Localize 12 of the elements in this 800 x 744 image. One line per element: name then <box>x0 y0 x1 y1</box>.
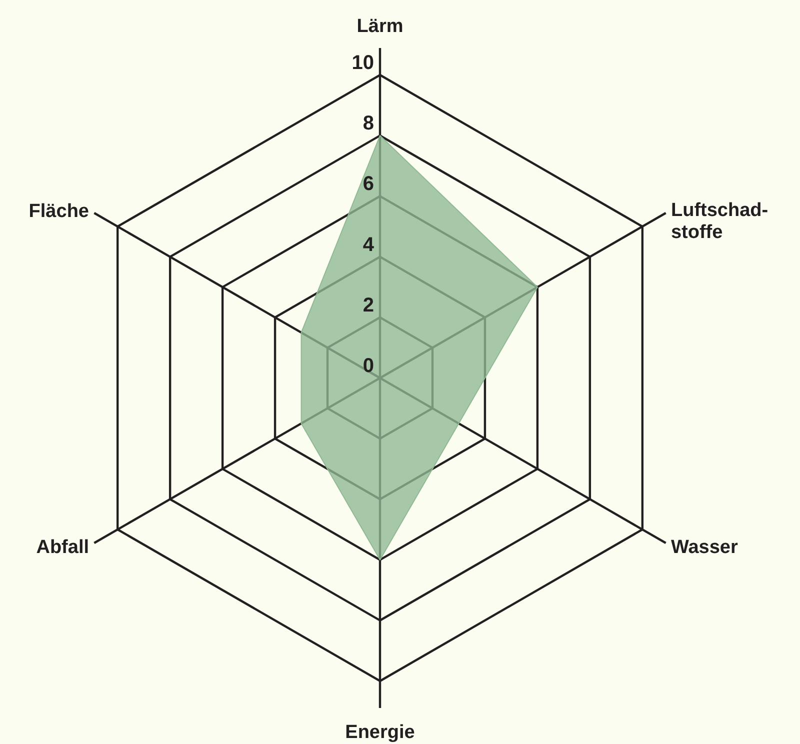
spoke-label: Wasser <box>670 537 738 558</box>
spoke-label: Abfall <box>36 537 90 558</box>
y-tick-label: 10 <box>352 52 374 74</box>
y-tick-label: 6 <box>362 173 374 196</box>
spoke-label: Lärm <box>356 16 404 37</box>
spoke-label: Luftschad-stoffe <box>670 200 768 243</box>
y-tick-label: 2 <box>362 294 374 316</box>
y-tick-label: 4 <box>362 234 375 256</box>
spoke-label: Fläche <box>28 201 90 222</box>
spoke-label: Energie <box>345 722 415 743</box>
y-tick-label: 0 <box>362 355 374 377</box>
y-tick-label: 8 <box>362 112 374 135</box>
